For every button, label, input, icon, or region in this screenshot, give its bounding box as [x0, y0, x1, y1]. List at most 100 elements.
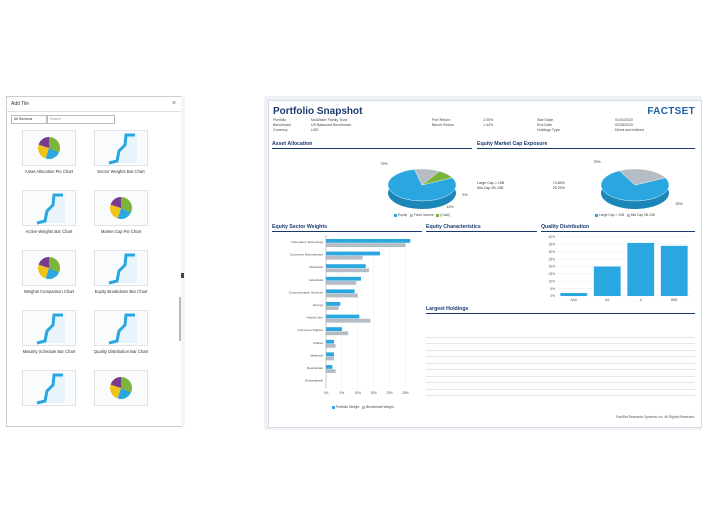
- pie-data-label: 12%: [446, 205, 454, 209]
- report-title: Portfolio Snapshot: [273, 106, 363, 117]
- benchmark-weight-bar: [326, 356, 334, 361]
- portfolio-weight-bar: [326, 239, 411, 243]
- pie-data-label: 75%: [593, 160, 601, 164]
- table-cell: [426, 344, 576, 350]
- table-row: [426, 370, 695, 377]
- portfolio-weight-bar: [326, 302, 341, 306]
- add-tile-header: Add Tile ×: [7, 97, 181, 112]
- category-label: Communication Services: [289, 290, 324, 294]
- x-tick-label: BBB: [671, 298, 677, 302]
- tile-option[interactable]: Asset Allocation Pie Chart: [19, 130, 79, 175]
- benchmark-weight-bar: [326, 255, 363, 260]
- tile-option[interactable]: Weights Comparison Chart: [19, 250, 79, 295]
- tile-list: Asset Allocation Pie Chart Sector Weights…: [11, 130, 173, 422]
- category-label: Materials: [310, 353, 323, 357]
- tile-option[interactable]: [91, 370, 151, 409]
- meta-labels-3: Start Date End Date Holdings Type: [537, 118, 560, 132]
- category-label: Utilities: [313, 341, 323, 345]
- pie-data-label: 79%: [380, 162, 388, 166]
- table-cell: [576, 331, 658, 337]
- x-tick-label: 25%: [402, 391, 409, 395]
- tile-search-input[interactable]: Search: [47, 115, 115, 124]
- bar-chart-thumbnail-icon: [94, 130, 148, 166]
- benchmark-weight-bar: [326, 243, 406, 247]
- table-cell: [426, 383, 576, 389]
- tile-option-label: Quality Distribution Bar Chart: [93, 349, 149, 354]
- x-tick-label: 10%: [355, 391, 362, 395]
- benchmark-weight-bar: [326, 318, 371, 323]
- benchmark-weight-bar: [326, 369, 336, 373]
- tile-option[interactable]: Market Cap Pie Chart: [91, 190, 151, 235]
- table-cell: [576, 364, 658, 370]
- bar-chart-thumbnail-icon: [94, 310, 148, 346]
- category-label: Industrials: [309, 278, 324, 282]
- y-tick-label: 30%: [549, 250, 556, 254]
- tile-option[interactable]: Quality Distribution Bar Chart: [91, 310, 151, 355]
- pie-chart-thumbnail-icon: [22, 130, 76, 166]
- meta-labels-1: Portfolio Benchmark Currency: [273, 118, 292, 132]
- y-tick-label: 35%: [549, 243, 556, 247]
- portfolio-weight-bar: [326, 251, 381, 256]
- benchmark-weight-bar: [326, 293, 358, 298]
- portfolio-weight-bar: [326, 289, 355, 294]
- table-cell: Large Cap > 10B: [477, 181, 505, 185]
- sector-weights-legend: Portfolio Weight Benchmark Weight: [332, 405, 394, 409]
- benchmark-weight-bar: [326, 281, 357, 285]
- splitter-handle-icon[interactable]: [181, 273, 184, 278]
- market-cap-header: Equity Market Cap Exposure: [477, 141, 695, 149]
- portfolio-weight-bar: [326, 327, 342, 331]
- table-cell: [426, 276, 481, 282]
- y-tick-label: 20%: [549, 265, 556, 269]
- table-row: [426, 351, 695, 357]
- legend-swatch-cash: [436, 213, 440, 217]
- table-cell: [426, 357, 576, 363]
- tile-option[interactable]: Sector Weights Bar Chart: [91, 130, 151, 175]
- table-cell: [658, 357, 695, 363]
- x-tick-label: AAA: [571, 298, 578, 302]
- legend-swatch-equity: [394, 213, 397, 217]
- portfolio-weight-bar: [326, 339, 334, 344]
- table-cell: 74.80%: [552, 181, 565, 185]
- legend-swatch-mid-cap: [626, 213, 630, 217]
- table-cell: [658, 338, 695, 344]
- table-cell: [426, 331, 576, 337]
- bar-chart-thumbnail-icon: [94, 250, 148, 286]
- factset-logo: FACTSET: [647, 106, 695, 117]
- table-cell: [509, 276, 537, 282]
- tile-option[interactable]: Active Weights Bar Chart: [19, 190, 79, 235]
- close-icon[interactable]: ×: [171, 100, 176, 107]
- table-cell: [658, 370, 695, 376]
- pie-chart-thumbnail-icon: [22, 250, 76, 286]
- table-cell: [426, 338, 576, 344]
- tile-option-label: Weights Comparison Chart: [23, 289, 75, 294]
- table-row: [426, 364, 695, 370]
- tile-option[interactable]: Maturity Schedule Bar Chart: [19, 310, 79, 355]
- category-label: Financials: [309, 265, 323, 269]
- market-cap-legend: Large Cap > 10B Mid Cap 2B-10B: [595, 213, 655, 217]
- equity-characteristics-table: [426, 232, 537, 282]
- portfolio-weight-bar: [326, 365, 333, 369]
- x-tick-label: 5%: [340, 391, 345, 395]
- tile-option-label: Market Cap Pie Chart: [100, 229, 142, 234]
- table-cell: [272, 187, 314, 192]
- tile-option-label: Sector Weights Bar Chart: [97, 169, 145, 174]
- section-select[interactable]: All Sections: [11, 115, 47, 124]
- tile-option[interactable]: Equity Breakdown Bar Chart: [91, 250, 151, 295]
- tile-list-scrollbar[interactable]: [179, 297, 181, 341]
- table-row: Mid Cap 2B-10B 25.20%: [477, 186, 567, 191]
- category-label: Energy: [313, 303, 323, 307]
- tile-option[interactable]: [19, 370, 79, 409]
- bar-chart-thumbnail-icon: [22, 190, 76, 226]
- panel-splitter[interactable]: [181, 96, 185, 426]
- legend-swatch-fixed-income: [409, 213, 413, 217]
- table-cell: [576, 370, 658, 376]
- legend-swatch-portfolio: [332, 405, 335, 409]
- table-cell: [426, 370, 576, 376]
- market-cap-table: Large Cap > 10B 74.80% Mid Cap 2B-10B 25.20…: [477, 181, 567, 191]
- bar-chart-thumbnail-icon: [22, 370, 76, 406]
- pie-slice-side: [388, 169, 456, 209]
- table-cell: 25.20%: [552, 185, 565, 190]
- table-cell: [658, 377, 695, 383]
- table-cell: [576, 357, 658, 363]
- benchmark-weight-bar: [326, 268, 369, 273]
